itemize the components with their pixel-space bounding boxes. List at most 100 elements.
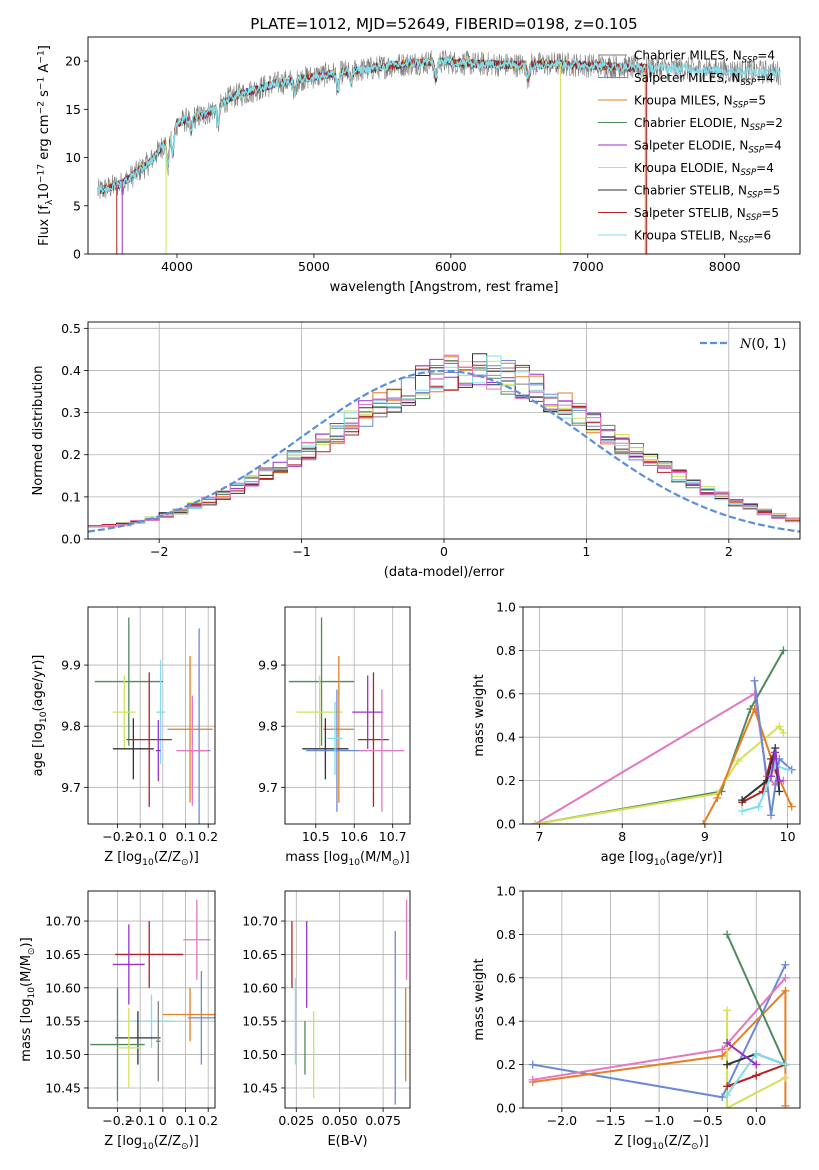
y-tick-label: 0.2 xyxy=(496,773,516,788)
plot-area xyxy=(88,891,215,1108)
errorbar-kroupa-miles xyxy=(162,987,215,1042)
y-tick-label: 10.45 xyxy=(45,1080,81,1095)
x-tick-label: 0.1 xyxy=(176,1113,196,1128)
y-tick-label: 1.0 xyxy=(496,600,516,615)
legend-entry: Chabrier STELIB, NSSP=5 xyxy=(634,184,780,201)
axes-frame xyxy=(522,890,801,1109)
axes-spectrum: 4000 5000 6000 7000 8000 0 5 10 15 20 wavelength [… xyxy=(37,36,801,295)
y-tick-label: 10.55 xyxy=(242,1014,278,1029)
x-tick-label: 7 xyxy=(536,829,544,844)
y-tick-label: 10.50 xyxy=(45,1047,81,1062)
y-tick-label: 0.2 xyxy=(496,1057,516,1072)
histogram-chabrier-stelib xyxy=(88,353,800,527)
axes-mass_vs_Z: −0.2−0.1 0 0.1 0.2 10.45 10.50 10.55 10.60 10.65… xyxy=(19,890,218,1152)
x-tick-label: 0.2 xyxy=(198,1113,218,1128)
y-tick-label: 0.5 xyxy=(61,321,81,336)
y-tick-label: 10 xyxy=(65,150,81,165)
errorbar-chabrier-elodie xyxy=(288,617,355,746)
errorbar-kroupa-miles xyxy=(323,655,355,803)
errorbar-salpeter-elodie xyxy=(112,924,145,1005)
y-tick-label: 0.8 xyxy=(496,643,516,658)
x-tick-label: 8000 xyxy=(709,259,741,274)
chart-title: PLATE=1012, MJD=52649, FIBERID=0198, z=0… xyxy=(250,15,637,33)
x-tick-label: 4000 xyxy=(161,259,193,274)
y-axis-label: age [log10​(age/yr)] xyxy=(31,655,49,777)
x-axis-label: E(B-V) xyxy=(327,1134,367,1149)
y-tick-label: 10.65 xyxy=(242,947,278,962)
x-tick-label: −1.5 xyxy=(595,1113,625,1128)
y-tick-label: 9.8 xyxy=(258,719,278,734)
x-tick-label: 0 xyxy=(159,1113,167,1128)
y-axis-label: mass weight xyxy=(472,958,487,1040)
errorbar-pink xyxy=(183,899,211,980)
plot-area xyxy=(88,322,800,539)
errorbar-kroupa-elodie xyxy=(117,1007,141,1088)
y-tick-label: 0.6 xyxy=(496,970,516,985)
y-tick-label: 0.0 xyxy=(61,532,81,547)
x-tick-label: 10.7 xyxy=(379,829,407,844)
y-tick-label: 9.9 xyxy=(258,658,278,673)
x-tick-label: 7000 xyxy=(572,259,604,274)
x-tick-label: −0.2 xyxy=(102,829,132,844)
weights-salpeter-elodie xyxy=(767,748,784,785)
x-tick-label: 0 xyxy=(159,829,167,844)
weights-salpeter-elodie xyxy=(723,1038,761,1069)
y-tick-label: 0.4 xyxy=(496,1014,516,1029)
x-tick-label: 0.075 xyxy=(365,1113,401,1128)
errorbar-pink xyxy=(359,689,405,812)
legend-entry: Chabrier ELODIE, NSSP=2 xyxy=(634,116,783,133)
y-tick-label: 9.7 xyxy=(258,780,278,795)
legend-entry: Kroupa ELODIE, NSSP=4 xyxy=(634,161,774,178)
y-tick-label: 15 xyxy=(65,102,81,117)
errorbar-salpeter-stelib xyxy=(115,921,184,988)
y-axis-label: mass [log10​(M/M⊙​)] xyxy=(19,937,37,1061)
x-tick-label: 8 xyxy=(618,829,626,844)
y-tick-label: 0.1 xyxy=(61,489,81,504)
errorbar-chabrier-elodie xyxy=(94,617,163,746)
plot-area xyxy=(88,607,215,824)
plot-area xyxy=(96,50,781,254)
plot-area xyxy=(285,891,410,1108)
y-tick-label: 10.55 xyxy=(45,1014,81,1029)
histogram-pink xyxy=(88,354,800,528)
x-tick-label: −2.0 xyxy=(547,1113,577,1128)
axes-age_vs_mass: 10.5 10.6 10.7 9.7 9.8 9.9 mass [log10​(M/M⊙​)… xyxy=(258,606,411,868)
x-tick-label: 10.6 xyxy=(340,829,368,844)
axes-frame xyxy=(87,36,801,255)
x-tick-label: 0.050 xyxy=(322,1113,358,1128)
x-axis-label: age [log10​(age/yr)] xyxy=(601,850,723,868)
x-tick-label: −2 xyxy=(150,544,168,559)
y-tick-label: 9.9 xyxy=(61,658,81,673)
x-tick-label: 5000 xyxy=(298,259,330,274)
histogram-salpeter-stelib xyxy=(88,364,800,527)
y-tick-label: 0.0 xyxy=(496,1101,516,1116)
errorbar-salpeter-miles xyxy=(306,689,368,812)
y-tick-label: 0.8 xyxy=(496,927,516,942)
x-tick-label: −0.1 xyxy=(125,1113,155,1128)
y-tick-label: 9.8 xyxy=(61,719,81,734)
y-tick-label: 20 xyxy=(65,54,81,69)
x-tick-label: 1 xyxy=(582,544,590,559)
weights-kroupa-stelib xyxy=(723,1049,790,1099)
axes-mass_vs_ebv: 0.025 0.050 0.075 10.45 10.50 10.55 10.60 10.65… xyxy=(242,890,411,1149)
x-axis-label: wavelength [Angstrom, rest frame] xyxy=(330,280,559,295)
y-tick-label: 10.70 xyxy=(45,914,81,929)
x-tick-label: 0.1 xyxy=(176,829,196,844)
errorbar-salpeter-miles xyxy=(187,971,215,1065)
legend: Chabrier MILES, NSSP=4 Salpeter MILES, NS… xyxy=(598,49,783,246)
errorbar-kroupa-stelib xyxy=(327,701,343,776)
legend-entry: Salpeter ELODIE, NSSP=4 xyxy=(634,139,782,156)
x-axis-label: mass [log10​(M/M⊙​)] xyxy=(285,850,409,868)
axes-frame xyxy=(284,890,411,1109)
errorbar-kroupa-miles xyxy=(167,655,213,803)
errorbar-salpeter-stelib xyxy=(126,672,172,807)
y-tick-label: 10.65 xyxy=(45,947,81,962)
legend-normal: N(0, 1) xyxy=(700,337,786,352)
axes-frame xyxy=(87,890,216,1109)
weights-salpeter-miles xyxy=(528,960,790,1102)
axes-frame xyxy=(87,606,216,825)
y-tick-label: 10.60 xyxy=(242,980,278,995)
errorbar-kroupa-stelib xyxy=(156,660,166,765)
weights-pink xyxy=(528,973,790,1084)
x-tick-label: 10.5 xyxy=(302,829,330,844)
